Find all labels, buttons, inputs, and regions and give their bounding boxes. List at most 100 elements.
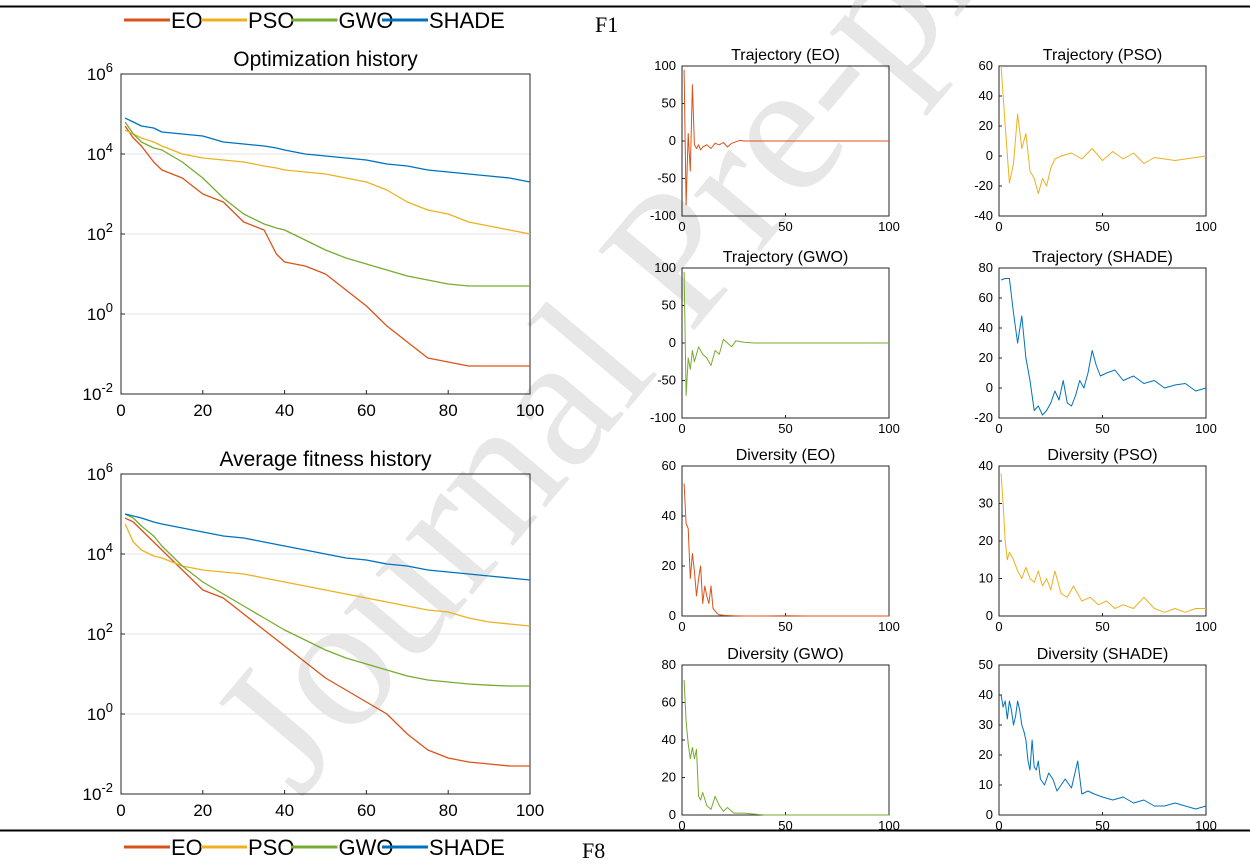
x-tick-label: 50 xyxy=(1095,421,1109,436)
y-tick-label: 0 xyxy=(669,807,676,822)
x-tick-label: 100 xyxy=(878,619,900,634)
plot-area xyxy=(681,664,890,816)
y-tick-label: -20 xyxy=(974,410,993,425)
x-tick-label: 0 xyxy=(995,818,1002,833)
y-tick-label: 40 xyxy=(979,687,993,702)
x-tick-label: 100 xyxy=(1195,219,1217,234)
y-tick-label: 20 xyxy=(979,533,993,548)
x-tick-label: 100 xyxy=(516,801,544,820)
y-tick-label: 0 xyxy=(986,380,993,395)
y-tick-label: 100 xyxy=(654,58,676,73)
chart-title: Trajectory (SHADE) xyxy=(1032,249,1173,266)
x-tick-label: 0 xyxy=(995,619,1002,634)
series-line-diversity-gwo- xyxy=(683,679,889,816)
y-tick-label: 10-2 xyxy=(83,780,113,804)
chart-diversity-gwo: Diversity (GWO) 0 20 40 60 80 0 50 100 xyxy=(662,646,900,833)
series-line-diversity-shade- xyxy=(1000,694,1207,810)
y-tick-label: 40 xyxy=(979,458,993,473)
y-tick-label: 104 xyxy=(87,540,113,564)
figure-label-top: F1 xyxy=(595,12,618,37)
chart-diversity-pso: Diversity (PSO) 0 10 20 30 40 0 50 100 xyxy=(979,447,1217,634)
x-tick-label: 0 xyxy=(678,818,685,833)
y-tick-label: 0 xyxy=(669,335,676,350)
series-line-pso xyxy=(124,129,531,235)
legend-top: EO PSO GWO SHADE xyxy=(124,8,505,33)
x-tick-label: 0 xyxy=(678,619,685,634)
y-tick-label: 102 xyxy=(87,220,113,244)
x-tick-label: 20 xyxy=(193,401,212,420)
chart-title: Optimization history xyxy=(233,48,418,71)
y-tick-label: 106 xyxy=(87,460,113,484)
plot-area xyxy=(998,664,1207,816)
y-tick-label: 50 xyxy=(979,657,993,672)
y-tick-label: 50 xyxy=(662,96,676,111)
series-line-trajectory-pso- xyxy=(1000,65,1207,194)
y-tick-label: 0 xyxy=(986,608,993,623)
legend-label-shade: SHADE xyxy=(429,835,505,860)
y-tick-label: 50 xyxy=(662,298,676,313)
x-tick-label: 100 xyxy=(516,401,544,420)
series-line-trajectory-eo- xyxy=(683,69,889,206)
y-tick-label: 0 xyxy=(669,608,676,623)
y-tick-label: 0 xyxy=(986,807,993,822)
series-line-pso xyxy=(124,523,531,627)
y-tick-label: 0 xyxy=(669,133,676,148)
y-tick-label: 100 xyxy=(654,260,676,275)
series-line-diversity-eo- xyxy=(683,483,889,617)
chart-title: Trajectory (EO) xyxy=(731,47,840,64)
series-line-eo xyxy=(124,125,530,367)
y-tick-label: 40 xyxy=(979,320,993,335)
series-line-shade xyxy=(124,117,531,183)
chart-trajectory-gwo: Trajectory (GWO) -100 -50 0 50 100 0 50 100 xyxy=(650,249,900,436)
legend-label-pso: PSO xyxy=(248,835,294,860)
y-tick-label: -20 xyxy=(974,178,993,193)
x-tick-label: 0 xyxy=(116,401,125,420)
x-tick-label: 50 xyxy=(778,219,792,234)
x-tick-label: 50 xyxy=(1095,619,1109,634)
x-tick-label: 0 xyxy=(116,801,125,820)
x-tick-label: 50 xyxy=(778,619,792,634)
series-line-diversity-pso- xyxy=(1000,473,1206,613)
x-tick-label: 0 xyxy=(678,219,685,234)
plot-area xyxy=(681,465,890,617)
y-tick-label: 0 xyxy=(986,148,993,163)
y-tick-label: 60 xyxy=(662,458,676,473)
plot-area xyxy=(998,65,1207,217)
x-tick-label: 80 xyxy=(439,401,458,420)
chart-average-fitness-history: Average fitness history 10-2 100 102 104 106 0… xyxy=(83,448,545,820)
x-tick-label: 100 xyxy=(878,421,900,436)
chart-title: Diversity (PSO) xyxy=(1047,447,1157,464)
y-tick-label: 60 xyxy=(979,58,993,73)
x-tick-label: 50 xyxy=(778,818,792,833)
legend-label-pso: PSO xyxy=(248,8,294,33)
figure-label-bottom: F8 xyxy=(582,838,605,863)
watermark-text: Journal Pre-proof xyxy=(171,0,1190,827)
series-line-gwo xyxy=(124,513,530,687)
chart-title: Trajectory (GWO) xyxy=(723,249,849,266)
y-tick-label: 10-2 xyxy=(83,380,113,404)
y-tick-label: 100 xyxy=(87,300,113,324)
chart-diversity-shade: Diversity (SHADE) 0 10 20 30 40 50 0 50 100 xyxy=(979,646,1217,833)
x-tick-label: 60 xyxy=(357,401,376,420)
chart-title: Trajectory (PSO) xyxy=(1043,47,1162,64)
y-tick-label: 100 xyxy=(87,700,113,724)
x-tick-label: 100 xyxy=(1195,818,1217,833)
series-line-trajectory-gwo- xyxy=(683,271,889,396)
chart-trajectory-eo: Trajectory (EO) -100 -50 0 50 100 0 50 100 xyxy=(650,47,900,234)
x-tick-label: 100 xyxy=(878,818,900,833)
chart-trajectory-pso: Trajectory (PSO) -40 -20 0 20 40 60 0 50 100 xyxy=(974,47,1217,234)
y-tick-label: 20 xyxy=(662,770,676,785)
x-tick-label: 0 xyxy=(995,421,1002,436)
y-tick-label: 40 xyxy=(979,88,993,103)
chart-optimization-history: Optimization history 10-2 100 102 104 106 0 20 4… xyxy=(83,48,545,420)
y-tick-label: 20 xyxy=(979,118,993,133)
legend-bottom: EO PSO GWO SHADE xyxy=(124,835,505,860)
y-tick-label: 10 xyxy=(979,571,993,586)
y-tick-label: 20 xyxy=(979,747,993,762)
x-tick-label: 100 xyxy=(878,219,900,234)
x-tick-label: 0 xyxy=(678,421,685,436)
y-tick-label: 106 xyxy=(87,60,113,84)
legend-label-eo: EO xyxy=(171,8,203,33)
x-tick-label: 80 xyxy=(439,801,458,820)
